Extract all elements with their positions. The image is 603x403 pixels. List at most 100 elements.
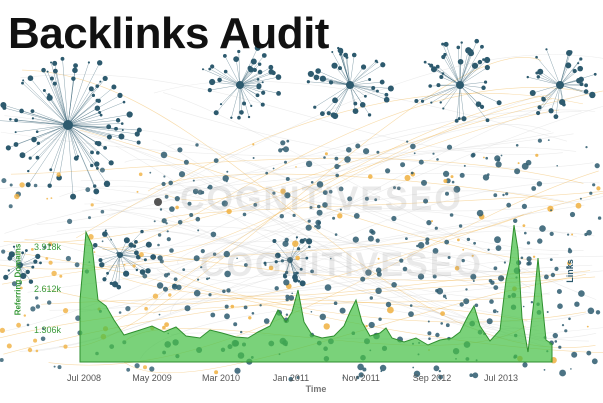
- network-node: [45, 257, 49, 260]
- network-node: [506, 202, 512, 208]
- hub-spoke: [338, 48, 351, 86]
- network-edge: [164, 90, 603, 201]
- network-node: [498, 275, 505, 282]
- network-node: [222, 289, 226, 294]
- network-edge: [3, 109, 559, 243]
- hub-spoke: [349, 84, 356, 112]
- network-node: [161, 218, 167, 224]
- highlight-node: [154, 198, 162, 206]
- network-node: [47, 300, 52, 305]
- network-node: [546, 311, 549, 313]
- hub-spoke: [431, 84, 461, 103]
- network-node: [16, 322, 21, 328]
- hub-leaf-node: [233, 56, 240, 63]
- network-node: [332, 216, 336, 220]
- network-node: [503, 261, 506, 264]
- y-axis-label: Referring Domains: [13, 243, 23, 316]
- network-node: [472, 280, 475, 282]
- hub-spoke: [67, 124, 97, 192]
- network-node: [550, 209, 553, 212]
- hub-leaf-node: [526, 75, 529, 79]
- network-node: [226, 170, 229, 173]
- hub-spoke: [458, 84, 461, 119]
- hub-leaf-node: [114, 126, 118, 131]
- network-node: [472, 372, 479, 379]
- network-node: [558, 345, 562, 349]
- hub-spoke: [0, 120, 69, 126]
- hub-leaf-node: [537, 105, 542, 110]
- network-node: [264, 263, 267, 267]
- network-node: [157, 255, 163, 261]
- hub-leaf-node: [98, 258, 103, 263]
- hub-center-node: [346, 81, 354, 89]
- network-node: [316, 181, 324, 188]
- network-node: [142, 273, 148, 279]
- hub-spoke: [209, 68, 241, 86]
- network-node: [50, 197, 53, 200]
- network-node: [159, 259, 164, 264]
- network-node: [433, 365, 440, 372]
- hub-center-node: [556, 81, 564, 89]
- network-node: [584, 232, 588, 237]
- hub-leaf-node: [123, 270, 130, 277]
- hub-leaf-node: [111, 84, 117, 90]
- hub-leaf-node: [106, 124, 112, 130]
- watermark-1: COGNITIVESEO: [180, 180, 463, 218]
- hub-spoke: [30, 78, 69, 126]
- network-node: [399, 258, 404, 263]
- hub-leaf-node: [360, 64, 367, 70]
- network-node: [125, 306, 131, 312]
- hub-leaf-node: [536, 110, 541, 116]
- network-node: [442, 294, 447, 298]
- hub-spoke: [532, 84, 561, 94]
- network-node: [116, 251, 119, 255]
- hub-spoke: [3, 104, 69, 126]
- hub-spoke: [349, 84, 387, 100]
- network-node: [426, 220, 432, 226]
- network-node: [440, 311, 445, 316]
- network-node: [316, 209, 323, 216]
- network-node: [365, 325, 368, 328]
- hub-spoke: [67, 124, 123, 131]
- hub-spoke: [67, 123, 123, 126]
- hub-spoke: [308, 81, 351, 86]
- network-node: [92, 247, 95, 250]
- network-node: [207, 184, 213, 190]
- hub-spoke: [459, 50, 469, 86]
- network-node: [495, 161, 502, 168]
- network-node: [27, 347, 33, 353]
- hub-leaf-node: [572, 68, 577, 74]
- hub-leaf-node: [0, 102, 7, 109]
- hub-spoke: [95, 245, 121, 256]
- network-node: [360, 276, 366, 282]
- hub-spoke: [119, 244, 149, 256]
- network-node: [425, 240, 430, 245]
- hub-leaf-node: [237, 49, 241, 54]
- network-node: [594, 163, 600, 169]
- network-node: [339, 208, 342, 211]
- network-edge: [42, 192, 603, 305]
- hub-spoke: [346, 57, 351, 86]
- network-node: [338, 165, 341, 167]
- network-node: [463, 298, 470, 305]
- hub-spoke: [445, 44, 461, 86]
- hub-spoke: [119, 241, 137, 256]
- hub-spoke: [443, 56, 461, 86]
- hub-leaf-node: [482, 58, 485, 61]
- hub-leaf-node: [568, 50, 573, 55]
- network-node: [595, 310, 601, 315]
- network-node: [342, 377, 345, 379]
- network-node: [162, 325, 166, 330]
- hub-spoke: [119, 254, 143, 273]
- hub-leaf-node: [143, 258, 147, 262]
- hub-leaf-node: [60, 56, 65, 61]
- network-node: [85, 187, 91, 193]
- hub-leaf-node: [261, 90, 266, 95]
- network-node: [35, 304, 41, 309]
- network-node: [324, 284, 332, 291]
- hub-leaf-node: [145, 268, 151, 274]
- hub-spoke: [322, 84, 351, 114]
- network-node: [197, 189, 203, 195]
- network-node: [375, 238, 380, 243]
